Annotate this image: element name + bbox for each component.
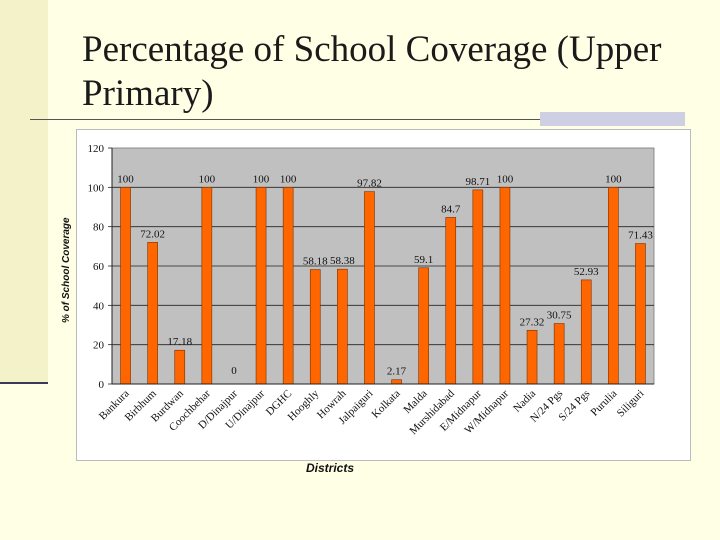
y-tick-label: 0 xyxy=(99,379,105,391)
y-tick-label: 40 xyxy=(93,300,105,312)
data-label: 2.17 xyxy=(387,366,407,378)
data-label: 0 xyxy=(231,365,237,377)
data-label: 100 xyxy=(605,173,622,185)
x-axis-title: Districts xyxy=(306,461,355,475)
category-label: Purulia xyxy=(589,388,620,419)
data-label: 58.38 xyxy=(330,255,355,267)
data-label: 98.71 xyxy=(465,176,490,188)
bar-nadia xyxy=(526,329,538,385)
data-label: 30.75 xyxy=(547,310,572,322)
data-label: 100 xyxy=(253,173,270,185)
bar-birbhum xyxy=(147,242,158,385)
data-labels: 100 72.02 17.18 100 0 100 100 58.18 58.38 97.82 2.… xyxy=(117,173,653,377)
data-label: 17.18 xyxy=(167,336,192,348)
bar-dghc xyxy=(282,187,294,385)
title-underline xyxy=(30,119,540,120)
category-label: Siliguri xyxy=(615,388,647,420)
data-label: 97.82 xyxy=(357,178,382,190)
bar-s-24-pgs xyxy=(580,279,592,385)
bar-malda xyxy=(418,267,429,385)
bar-u-dinajpur xyxy=(255,187,267,385)
left-decor-line xyxy=(0,382,48,384)
y-tick-label: 80 xyxy=(93,222,105,234)
data-label: 52.93 xyxy=(574,266,599,278)
title-accent-bar xyxy=(540,112,685,126)
left-decor-band xyxy=(0,0,48,382)
y-axis-title: % of School Coverage xyxy=(61,217,72,323)
category-label: Kolkata xyxy=(370,388,403,421)
data-label: 71.43 xyxy=(628,230,653,242)
bar-coochbehar xyxy=(201,187,213,385)
data-label: 100 xyxy=(280,173,297,185)
bar-burdwan xyxy=(174,349,186,385)
bar-kolkata xyxy=(391,379,402,385)
data-label: 72.02 xyxy=(140,228,165,240)
data-label: 100 xyxy=(117,173,134,185)
bar-n-24-pgs xyxy=(553,323,565,385)
category-labels: BankuraBirbhumBurdwanCoochbeharD/Dinajpu… xyxy=(97,387,647,437)
bar-siliguri xyxy=(635,243,646,385)
y-axis-ticks: 0 20 40 60 80 100 120 xyxy=(88,143,112,391)
y-tick-label: 20 xyxy=(93,340,105,352)
bar-purulia xyxy=(608,187,619,385)
bar-jalpaiguri xyxy=(364,191,375,385)
data-label: 84.7 xyxy=(441,203,461,215)
y-tick-label: 100 xyxy=(88,182,105,194)
y-tick-label: 120 xyxy=(88,143,105,155)
bar-w-midnapur xyxy=(499,187,511,385)
data-label: 58.18 xyxy=(303,256,328,268)
bars xyxy=(120,187,646,385)
data-label: 100 xyxy=(199,173,216,185)
slide-title: Percentage of School Coverage (Upper Pri… xyxy=(82,29,662,114)
y-tick-label: 60 xyxy=(93,261,105,273)
data-label: 100 xyxy=(497,173,514,185)
data-label: 27.32 xyxy=(520,316,545,328)
bar-murshidabad xyxy=(445,217,457,385)
bar-hooghly xyxy=(309,269,321,385)
bar-e-midnapur xyxy=(472,189,484,385)
bar-howrah xyxy=(337,268,348,385)
data-label: 59.1 xyxy=(414,254,433,266)
bar-bankura xyxy=(120,187,131,385)
category-label: Hooghly xyxy=(286,387,322,423)
